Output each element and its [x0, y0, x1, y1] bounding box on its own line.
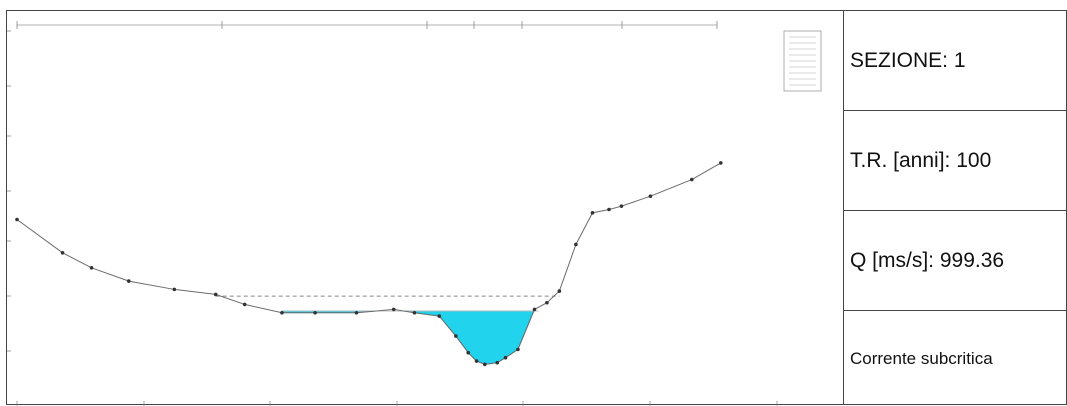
terrain-point [648, 194, 653, 198]
terrain-point [545, 300, 549, 305]
terrain-profile [16, 162, 722, 365]
terrain-point [574, 242, 578, 247]
terrain-point [474, 359, 479, 363]
terrain-point [619, 204, 624, 208]
section-info-table: SEZIONE: 1 T.R. [anni]: 100 Q [ms/s]: 99… [844, 10, 1067, 405]
axis-ticks [7, 21, 778, 406]
water-area [281, 310, 534, 365]
terrain-point [495, 360, 500, 365]
terrain-point [242, 302, 247, 307]
terrain-point [437, 314, 442, 318]
terrain-point [466, 350, 471, 355]
terrain-point [557, 289, 562, 293]
return-period: T.R. [anni]: 100 [844, 111, 1066, 211]
terrain-point [690, 177, 694, 182]
terrain-point [15, 217, 19, 222]
terrain-point [354, 310, 359, 315]
terrain-point [516, 347, 520, 352]
terrain-point [719, 161, 723, 165]
cross-section-plot [6, 10, 844, 406]
terrain-point [213, 292, 218, 297]
terrain-points [15, 161, 723, 367]
discharge: Q [ms/s]: 999.36 [844, 211, 1066, 311]
terrain-point [60, 251, 65, 255]
section-number: SEZIONE: 1 [844, 11, 1066, 111]
legend-box [783, 30, 822, 92]
terrain-point [503, 355, 508, 360]
terrain-point [89, 265, 94, 270]
line-layer [16, 162, 722, 365]
terrain-point [391, 307, 396, 312]
terrain-point [607, 207, 611, 212]
terrain-point [532, 307, 537, 312]
plot-canvas [7, 21, 822, 406]
terrain-point [412, 310, 417, 315]
terrain-point [126, 279, 131, 283]
water-fill-1 [404, 310, 534, 365]
terrain-point [172, 287, 177, 292]
terrain-point [313, 310, 317, 315]
terrain-point [483, 362, 487, 367]
terrain-point [454, 334, 458, 338]
terrain-point [280, 310, 284, 315]
flow-regime: Corrente subcritica [850, 348, 993, 368]
terrain-point [590, 211, 595, 215]
